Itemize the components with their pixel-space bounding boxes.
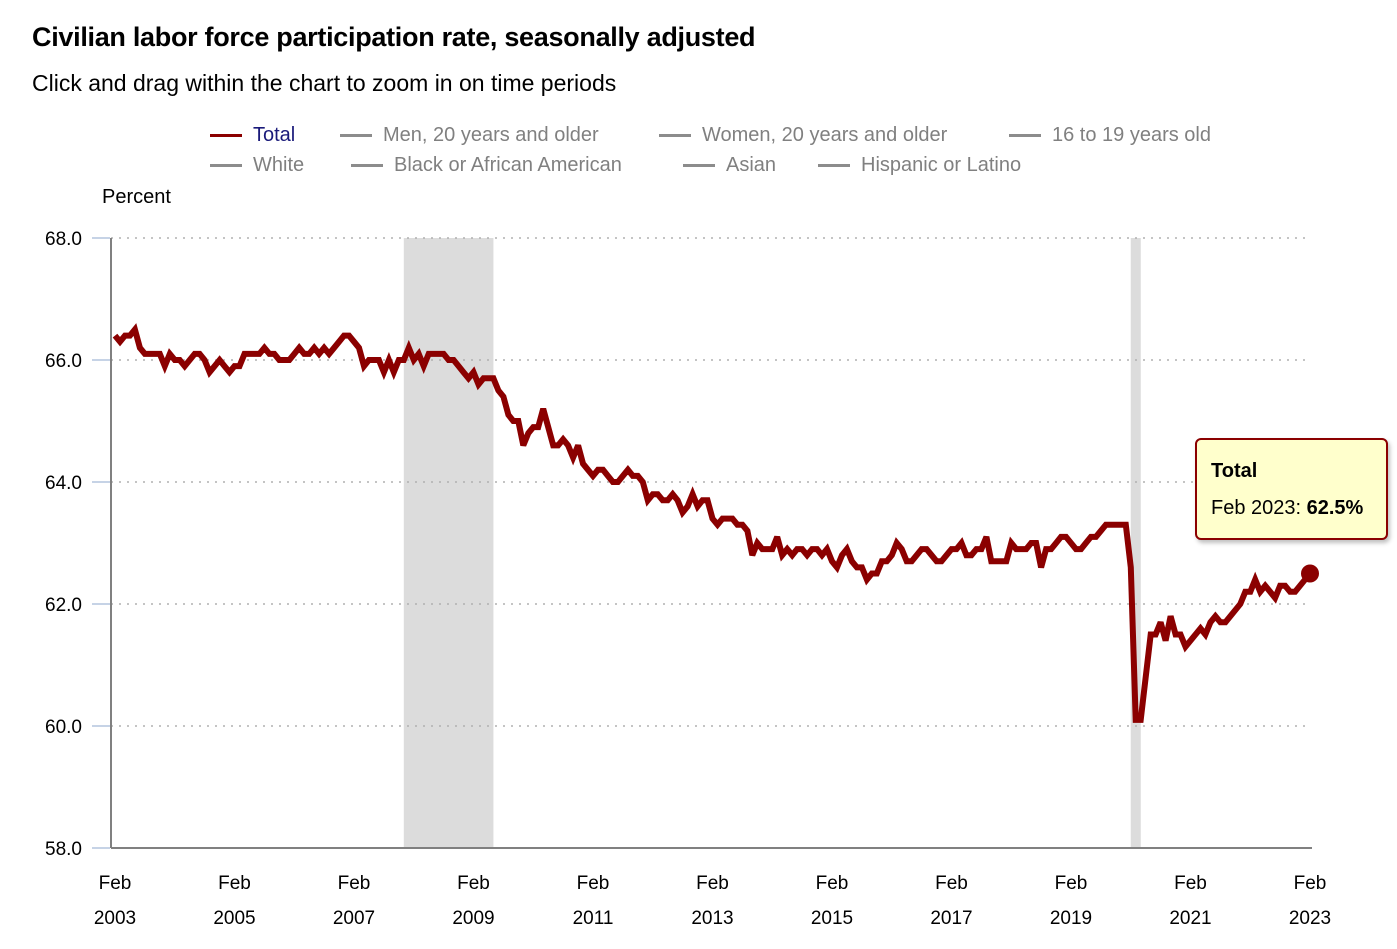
legend-swatch-icon bbox=[210, 164, 242, 167]
legend-label: White bbox=[253, 154, 305, 176]
x-tick-label-year: 2019 bbox=[1050, 908, 1092, 929]
tooltip-period: Feb 2023: bbox=[1211, 497, 1307, 519]
x-tick-label-year: 2007 bbox=[333, 908, 375, 929]
chart-subtitle: Click and drag within the chart to zoom … bbox=[32, 70, 617, 96]
legend-label: Hispanic or Latino bbox=[861, 154, 1022, 176]
legend-item-asian[interactable]: Asian bbox=[683, 154, 776, 177]
x-tick-label-month: Feb bbox=[218, 873, 251, 894]
x-tick-label-month: Feb bbox=[816, 873, 849, 894]
y-axis-label: Percent bbox=[102, 186, 171, 208]
legend-item-women-20-plus[interactable]: Women, 20 years and older bbox=[659, 124, 947, 147]
x-tick-label-month: Feb bbox=[1055, 873, 1088, 894]
y-tick-label: 60.0 bbox=[45, 717, 82, 738]
x-tick-label-year: 2023 bbox=[1289, 908, 1331, 929]
legend-label: Black or African American bbox=[394, 154, 622, 176]
y-tick-labels: 58.0 60.0 62.0 64.0 66.0 68.0 bbox=[45, 229, 82, 860]
x-tick-label-year: 2015 bbox=[811, 908, 853, 929]
recession-band bbox=[1130, 238, 1141, 848]
axes bbox=[110, 238, 1312, 849]
y-tick-label: 62.0 bbox=[45, 595, 82, 616]
x-tick-label-year: 2013 bbox=[691, 908, 733, 929]
legend-swatch-icon bbox=[818, 164, 850, 167]
legend-label: 16 to 19 years old bbox=[1052, 124, 1211, 146]
tooltip-series: Total bbox=[1211, 460, 1258, 482]
x-tick-label-month: Feb bbox=[99, 873, 132, 894]
legend-swatch-icon bbox=[683, 164, 715, 167]
x-tick-label-month: Feb bbox=[1174, 873, 1207, 894]
legend-swatch-icon bbox=[340, 134, 372, 137]
legend-swatch-icon bbox=[210, 134, 242, 137]
legend-swatch-icon bbox=[659, 134, 691, 137]
x-tick-label-month: Feb bbox=[696, 873, 729, 894]
legend-swatch-icon bbox=[351, 164, 383, 167]
tooltip-line: Feb 2023: 62.5% bbox=[1211, 497, 1372, 520]
chart-title: Civilian labor force participation rate,… bbox=[32, 22, 756, 52]
x-tick-label-year: 2009 bbox=[452, 908, 494, 929]
x-tick-labels: Feb 2003 Feb 2005 Feb 2007 Feb 2009 Feb 2011 Feb 20… bbox=[94, 873, 1331, 929]
x-tick-label-month: Feb bbox=[1294, 873, 1327, 894]
x-tick-label-month: Feb bbox=[935, 873, 968, 894]
x-tick-label-year: 2003 bbox=[94, 908, 136, 929]
x-tick-label-year: 2021 bbox=[1169, 908, 1211, 929]
legend-label: Women, 20 years and older bbox=[702, 124, 948, 146]
legend-item-men-20-plus[interactable]: Men, 20 years and older bbox=[340, 124, 599, 147]
recession-bands bbox=[403, 238, 1141, 848]
legend-swatch-icon bbox=[1009, 134, 1041, 137]
legend-label: Asian bbox=[726, 154, 777, 176]
highlight-point[interactable] bbox=[1301, 564, 1319, 583]
tooltip-value: 62.5% bbox=[1306, 497, 1364, 519]
x-tick-label-year: 2017 bbox=[930, 908, 972, 929]
y-tick-label: 58.0 bbox=[45, 839, 82, 860]
gridlines bbox=[92, 237, 1310, 849]
legend-item-hispanic[interactable]: Hispanic or Latino bbox=[818, 154, 1021, 177]
x-tick-label-month: Feb bbox=[577, 873, 610, 894]
recession-band bbox=[403, 238, 494, 848]
x-tick-label-month: Feb bbox=[338, 873, 371, 894]
y-tick-label: 66.0 bbox=[45, 351, 82, 372]
legend-label: Men, 20 years and older bbox=[383, 124, 599, 146]
legend-item-white[interactable]: White bbox=[210, 154, 304, 177]
series-line-total[interactable] bbox=[112, 323, 1313, 723]
x-tick-label-year: 2011 bbox=[573, 908, 614, 929]
legend-label: Total bbox=[253, 124, 296, 146]
series-layer bbox=[112, 323, 1319, 723]
x-tick-label-month: Feb bbox=[457, 873, 490, 894]
legend-item-16-to-19[interactable]: 16 to 19 years old bbox=[1009, 124, 1211, 147]
y-tick-label: 64.0 bbox=[45, 473, 82, 494]
legend-item-total[interactable]: Total bbox=[210, 124, 295, 147]
data-tooltip: Total Feb 2023: 62.5% bbox=[1195, 438, 1388, 540]
legend-item-black[interactable]: Black or African American bbox=[351, 154, 622, 177]
x-tick-label-year: 2005 bbox=[213, 908, 255, 929]
y-tick-label: 68.0 bbox=[45, 229, 82, 250]
